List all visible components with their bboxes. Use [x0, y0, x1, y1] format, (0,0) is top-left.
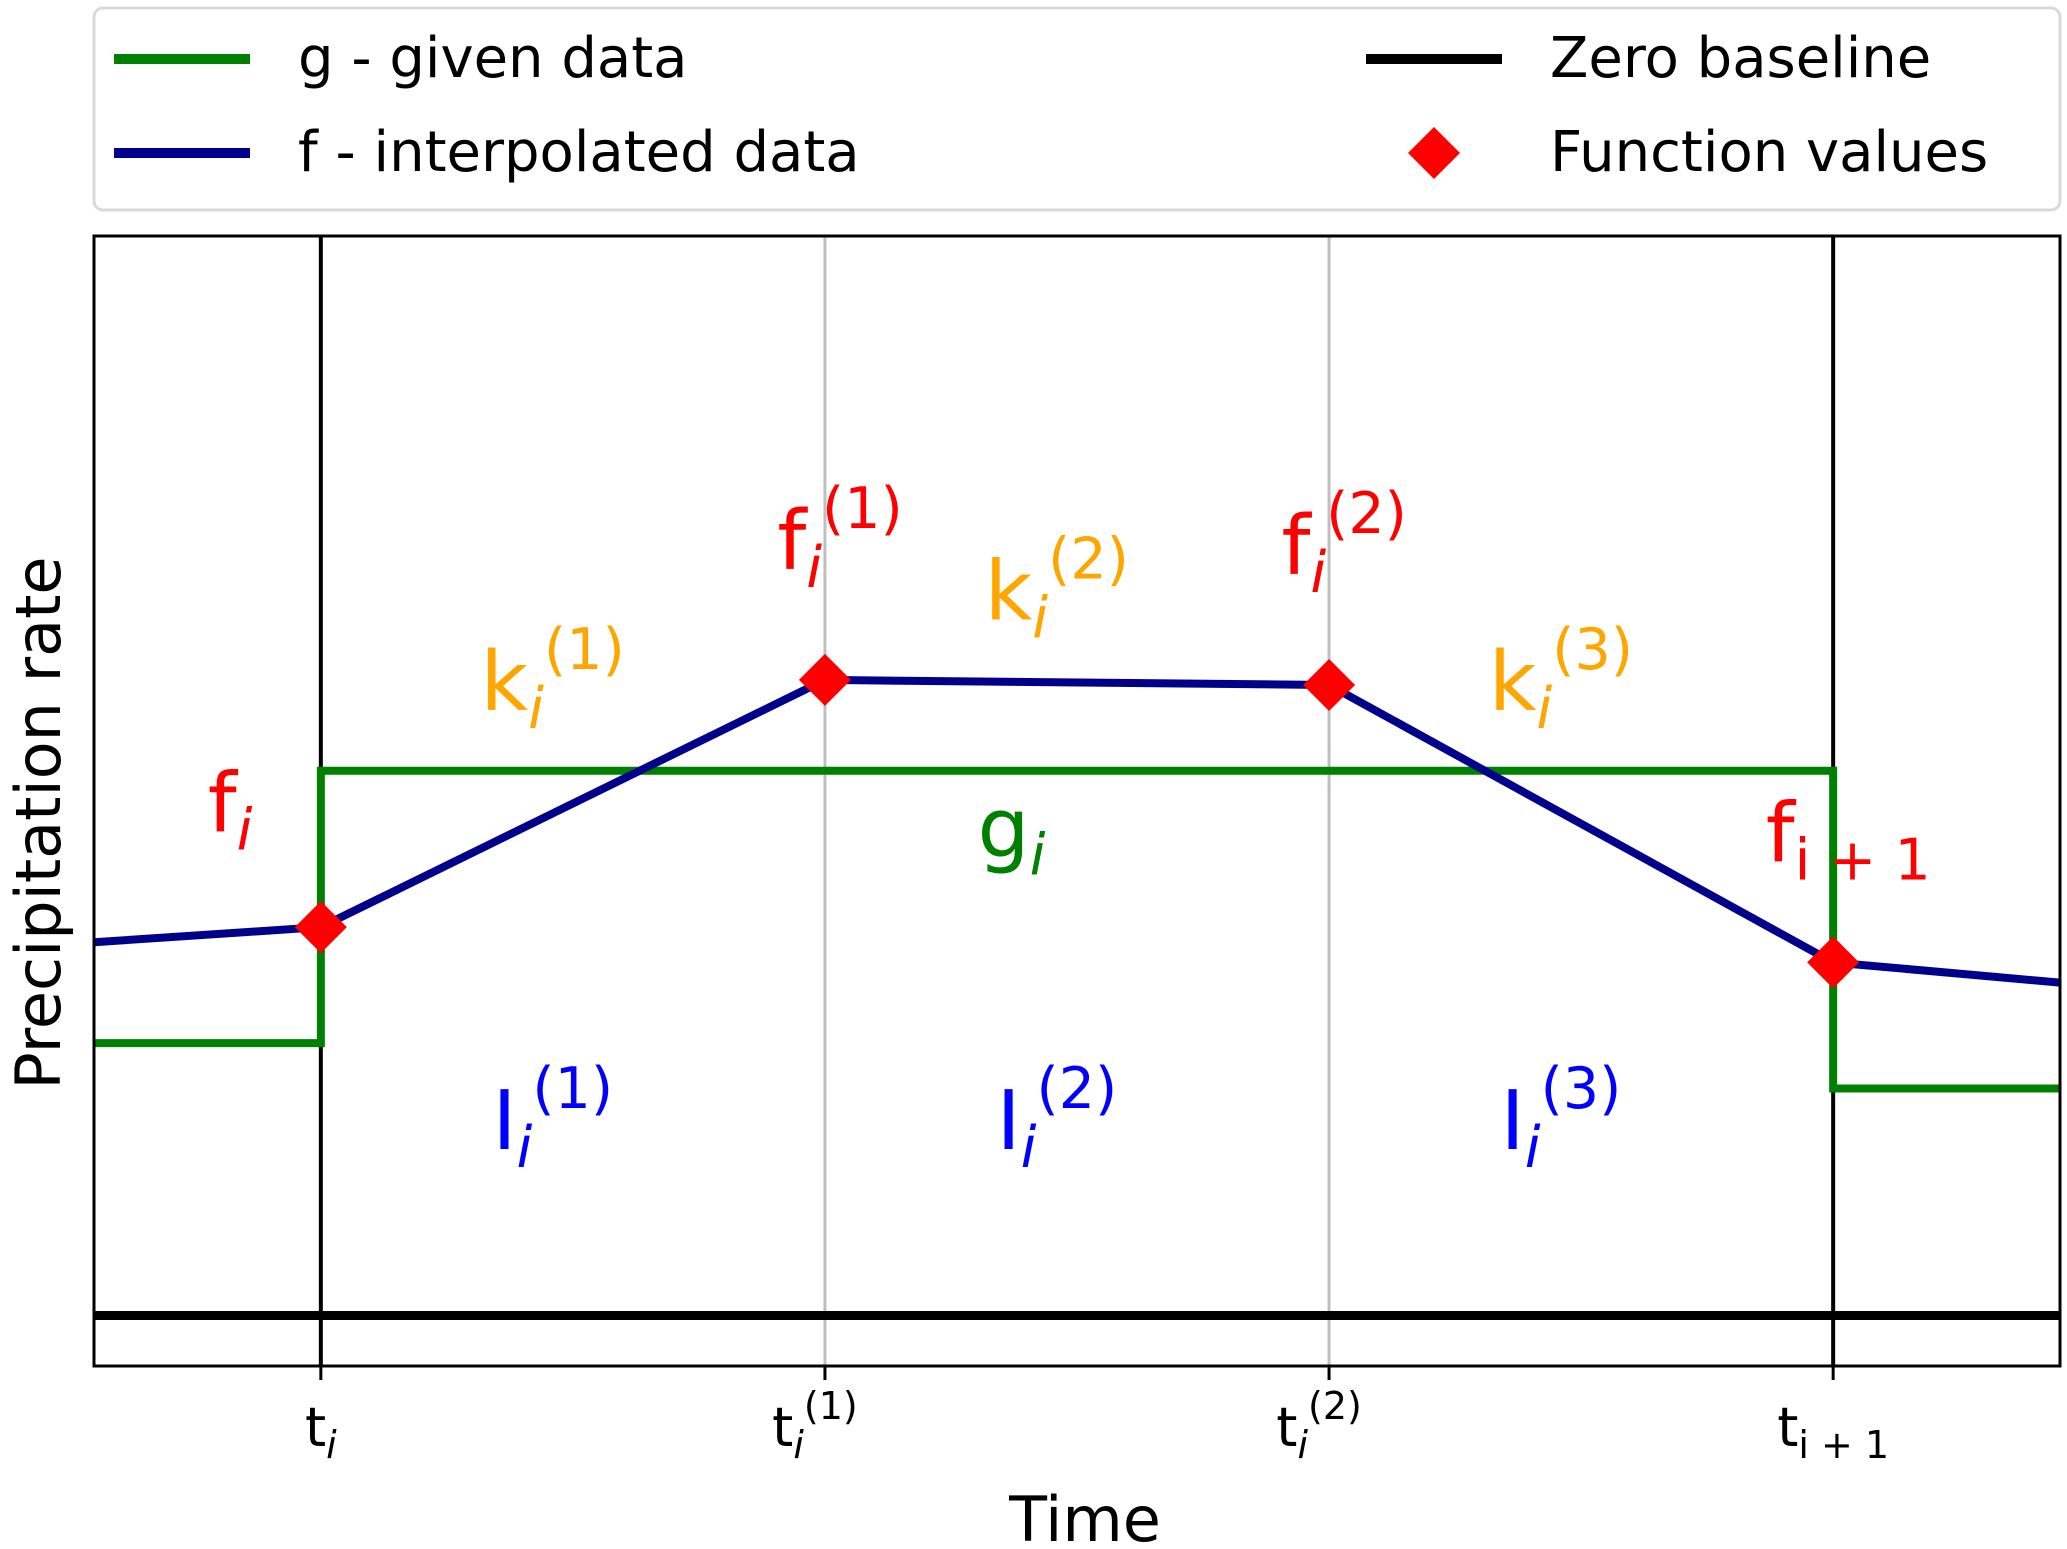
x-tick-label: ti	[305, 1396, 337, 1467]
legend-swatch-function-values	[1408, 127, 1460, 179]
function-value-marker	[1807, 936, 1860, 989]
annotation-g: gi	[978, 781, 1046, 888]
y-axis-label: Precipitation rate	[2, 556, 75, 1089]
annotation-f: fi(1)	[777, 476, 902, 601]
x-tick-label: ti(1)	[772, 1384, 858, 1467]
legend-label-given: g - given data	[298, 26, 687, 91]
legend-frame	[92, 6, 2062, 212]
plot-frame	[92, 234, 2062, 1368]
annotation-i: Ii(1)	[492, 1056, 613, 1181]
series-line-f	[93, 675, 2061, 987]
annotation-i: Ii(2)	[996, 1056, 1117, 1181]
function-value-marker	[798, 653, 851, 706]
annotation-f: fi	[208, 756, 253, 863]
annotation-k: ki(3)	[1489, 617, 1633, 742]
x-tick-label: ti + 1	[1777, 1396, 1889, 1467]
function-value-marker	[1303, 658, 1356, 711]
series-line-g	[94, 766, 2060, 1093]
legend-label-function-values: Function values	[1550, 120, 1988, 185]
function-value-marker	[294, 901, 347, 954]
annotation-i: Ii(3)	[1501, 1056, 1622, 1181]
annotation-f: fi + 1	[1766, 787, 1931, 894]
annotation-k: ki(1)	[481, 617, 625, 742]
x-axis-label: Time	[1008, 1483, 1161, 1549]
legend-label-baseline: Zero baseline	[1550, 26, 1931, 91]
plot-area: ti ti(1) ti(2) ti + 1 fi fi(1) fi(2) fi + 1 ki(1…	[92, 234, 2062, 1467]
legend-label-interpolated: f - interpolated data	[298, 120, 860, 185]
annotation-k: ki(2)	[985, 526, 1129, 651]
x-tick-label: ti(2)	[1276, 1384, 1362, 1467]
legend: g - given data f - interpolated data Zer…	[92, 6, 2062, 212]
annotation-f: fi(2)	[1281, 481, 1406, 606]
